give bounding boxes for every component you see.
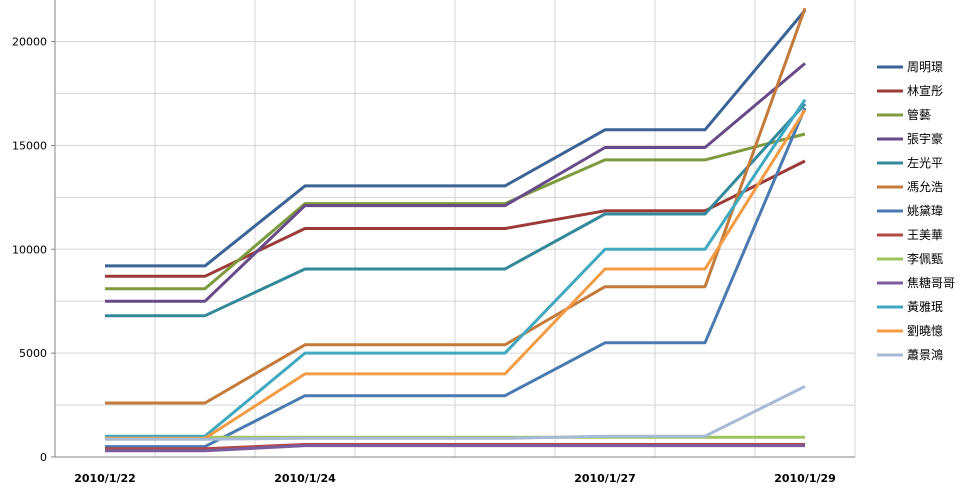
y-tick-label: 5000 xyxy=(19,347,47,360)
series-line xyxy=(105,109,807,440)
series-line xyxy=(105,132,806,291)
series-line xyxy=(105,102,807,318)
series-line xyxy=(105,9,807,268)
series-line xyxy=(105,62,806,303)
legend-label: 管藝 xyxy=(907,107,931,122)
legend-label: 劉曉憶 xyxy=(907,323,943,338)
y-tick-label: 15000 xyxy=(12,139,47,152)
legend-label: 左光平 xyxy=(907,155,943,170)
series-line xyxy=(105,444,805,453)
legend-label: 周明璟 xyxy=(907,60,943,74)
series-line xyxy=(105,385,806,441)
legend-label: 焦糖哥哥 xyxy=(907,275,955,290)
y-tick-label: 0 xyxy=(40,451,47,464)
legend-label: 李佩甄 xyxy=(907,251,943,266)
legend-label: 林宣彤 xyxy=(907,83,943,98)
y-tick-label: 10000 xyxy=(12,243,47,256)
x-tick-label: 2010/1/27 xyxy=(574,472,636,485)
legend-label: 王美華 xyxy=(907,228,943,242)
legend-label: 姚黛瑋 xyxy=(907,203,943,218)
x-axis: 2010/1/22 2010/1/24 2010/1/27 2010/1/29 xyxy=(74,472,836,485)
legend-label: 黃雅珉 xyxy=(907,299,943,314)
x-tick-label: 2010/1/22 xyxy=(74,472,136,485)
series-line xyxy=(105,159,806,278)
legend-label: 張宇豪 xyxy=(907,131,943,146)
y-tick-label: 20000 xyxy=(12,36,47,49)
x-tick-label: 2010/1/29 xyxy=(774,472,836,485)
series-lines xyxy=(105,7,807,453)
legend-label: 馮允浩 xyxy=(907,179,943,194)
series-line xyxy=(105,7,807,405)
legend-label: 蕭景鴻 xyxy=(907,348,943,362)
x-tick-label: 2010/1/24 xyxy=(274,472,336,485)
series-line xyxy=(105,98,807,438)
y-axis: 0 5000 10000 15000 20000 xyxy=(12,36,55,464)
